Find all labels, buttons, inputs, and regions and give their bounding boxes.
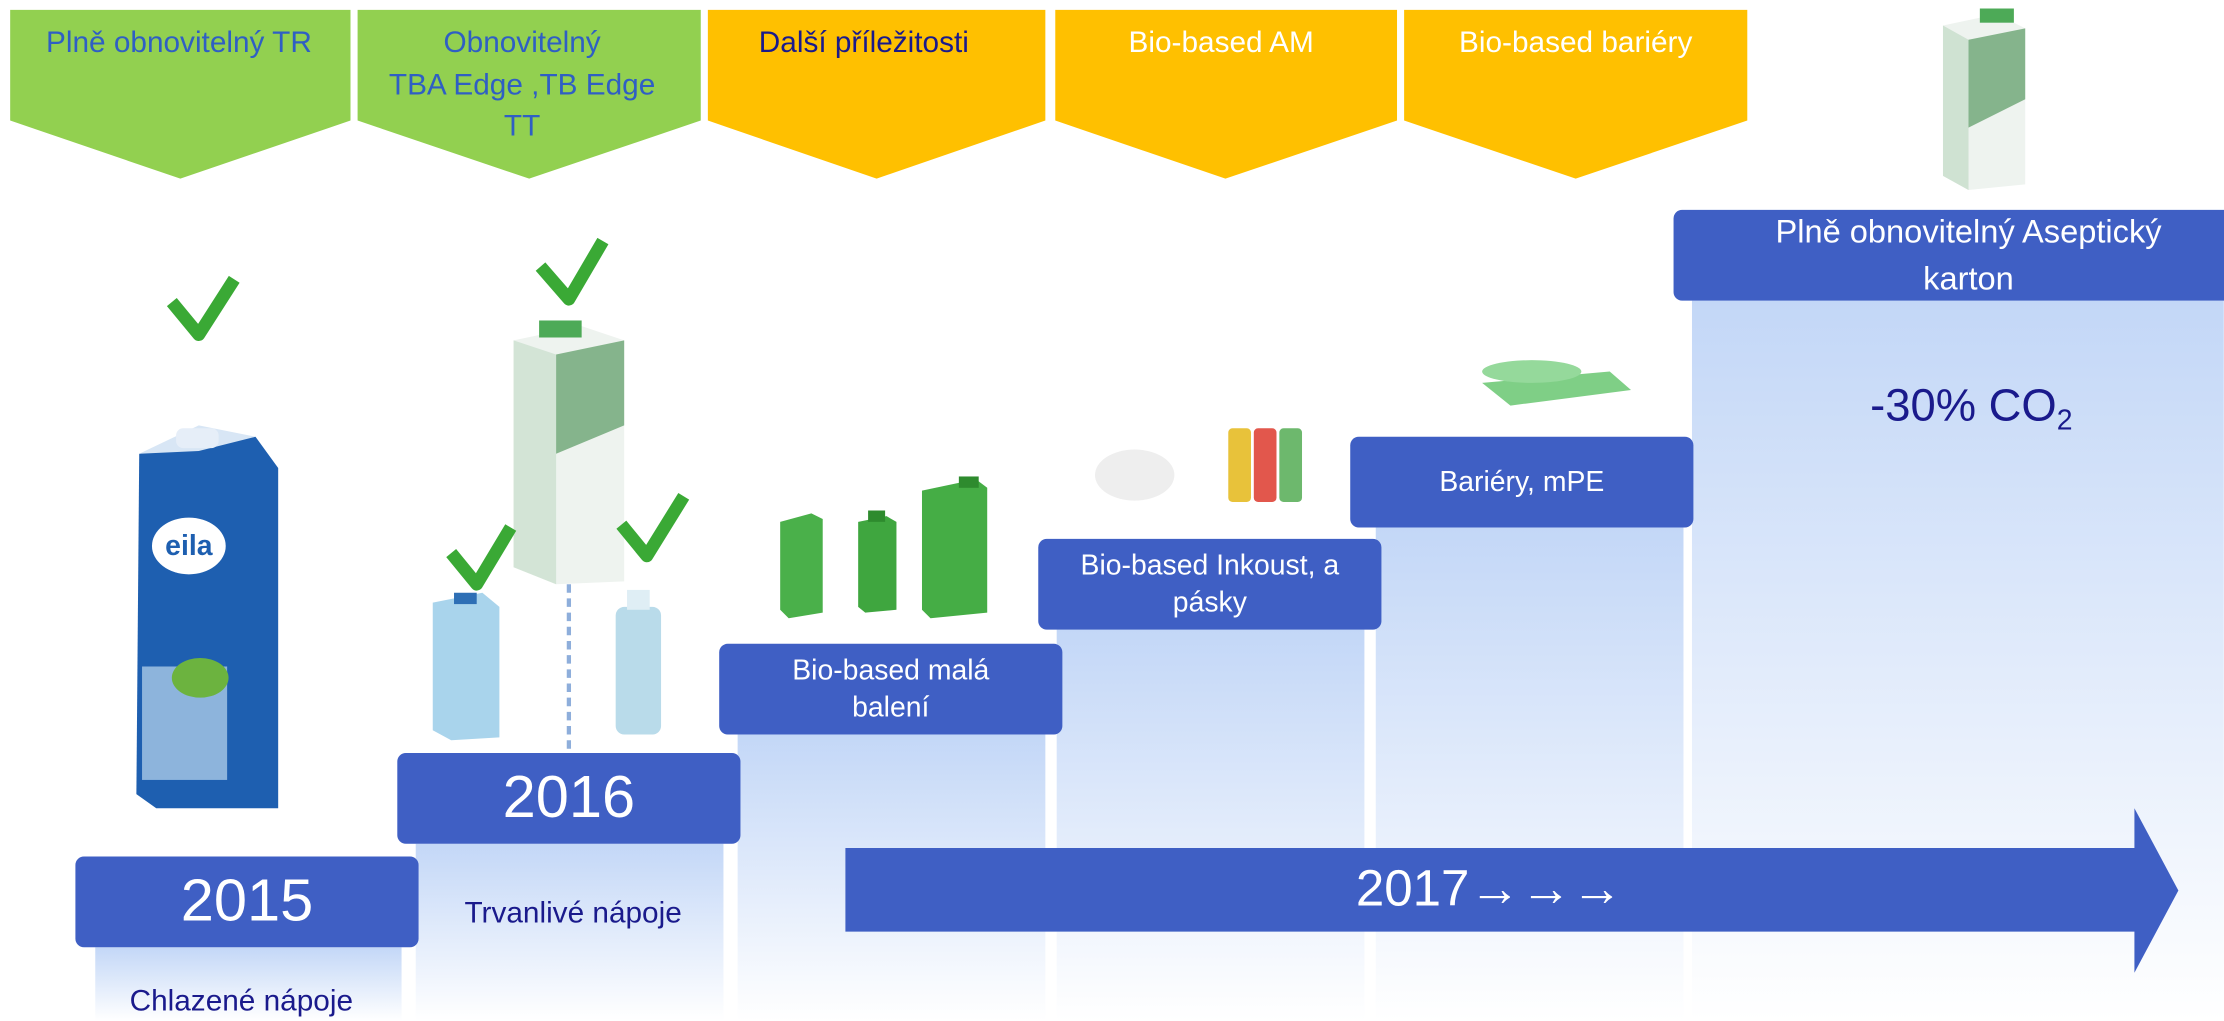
aseptic-carton xyxy=(1942,8,2026,191)
step-label: karton xyxy=(1923,259,2014,296)
chevron xyxy=(357,9,701,179)
checkmark xyxy=(535,237,609,306)
chevron xyxy=(1055,9,1398,179)
co2-label: -30% CO2 xyxy=(1870,379,2072,437)
header-text: TT xyxy=(504,109,540,142)
arrow-label: 2017→→→ xyxy=(1356,859,1623,916)
header-text: Bio-based AM xyxy=(1129,26,1314,59)
step-label: Plně obnovitelný Aseptický xyxy=(1775,213,2162,250)
header-text: TBA Edge ,TB Edge xyxy=(389,68,655,101)
step-box xyxy=(1350,436,1694,528)
step-label: 2016 xyxy=(503,763,635,830)
step-label: Bio-based Inkoust, a xyxy=(1081,550,1340,582)
header-text: Plně obnovitelný TR xyxy=(46,26,312,59)
timeline-arrow xyxy=(845,808,2179,973)
header-text: Obnovitelný xyxy=(443,26,600,59)
chevron xyxy=(707,9,1046,179)
chevron xyxy=(1404,9,1748,179)
column xyxy=(415,843,724,1021)
chevron xyxy=(10,9,351,179)
step-box xyxy=(719,643,1063,735)
column xyxy=(95,947,402,1021)
checkmark xyxy=(166,275,240,342)
step-label: balení xyxy=(852,692,929,724)
green-cartons xyxy=(780,476,988,619)
step-label: Bio-based malá xyxy=(792,655,989,687)
column xyxy=(1056,629,1365,1021)
step-caption: Trvanlivé nápoje xyxy=(464,897,681,930)
step-box xyxy=(1673,209,2224,301)
checkmark xyxy=(446,524,517,591)
checkmark xyxy=(616,492,690,563)
step-label: Bariéry, mPE xyxy=(1439,466,1604,498)
film-roll xyxy=(1482,360,1632,406)
step-box xyxy=(75,856,419,948)
bottle xyxy=(615,589,662,735)
ink-bottles xyxy=(1094,428,1303,502)
header-text: Bio-based bariéry xyxy=(1459,26,1692,59)
milk-carton: eila xyxy=(136,425,279,809)
column xyxy=(1375,527,1684,1021)
step-box xyxy=(1038,538,1382,630)
header-text: Další příležitosti xyxy=(759,26,969,59)
step-box xyxy=(397,752,741,844)
step-label: pásky xyxy=(1173,587,1248,619)
tall-carton xyxy=(513,320,625,752)
svg-text:eila: eila xyxy=(165,530,213,562)
step-label: 2015 xyxy=(181,866,313,933)
small-carton xyxy=(432,592,500,741)
step-caption: Chlazené nápoje xyxy=(130,984,353,1017)
